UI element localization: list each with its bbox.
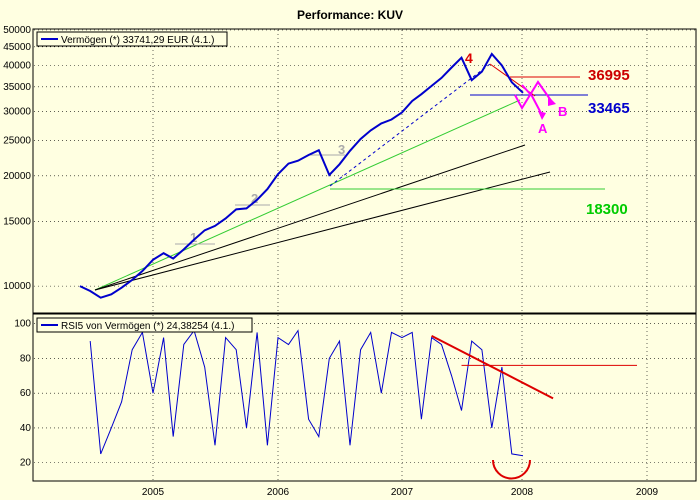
x-tick-label: 2007 [391,487,414,498]
bottom-legend: RSI5 von Vermögen (*) 24,38254 (4.1.) [36,317,253,333]
rsi-resistance-line [431,334,554,400]
bottom-y-tick-label: 20 [20,458,32,469]
x-tick-label: 2009 [636,487,659,498]
top-y-tick-label: 25000 [3,135,31,146]
black-trendline-upper [94,144,526,291]
rsi-annotations [431,334,637,480]
scenario-arrows: A B [514,80,567,136]
bottom-legend-text: RSI5 von Vermögen (*) 24,38254 (4.1.) [61,321,234,332]
bottom-y-tick-label: 40 [20,423,32,434]
top-y-tick-label: 40000 [3,61,31,72]
level-36995-label: 36995 [588,67,630,84]
scenario-zigzag-2 [521,84,543,116]
bottom-y-tick-label: 60 [20,388,32,399]
wave-4-label: 4 [465,50,473,66]
top-y-tick-label: 35000 [3,82,31,93]
arrow-a-head [538,111,546,120]
level-18300-label: 18300 [586,201,628,218]
top-panel [32,28,697,314]
bottom-y-axis: 20 40 60 80 100 [14,319,31,469]
top-y-tick-label: 15000 [3,217,31,228]
scenario-a-label: A [538,121,548,136]
bottom-y-tick-label: 100 [14,319,31,330]
chart-title: Performance: KUV [297,8,403,22]
level-33465-label: 33465 [588,100,630,117]
arrow-b-head [548,96,556,106]
top-y-tick-label: 20000 [3,171,31,182]
scenario-b-label: B [558,104,567,119]
top-y-tick-label: 10000 [3,281,31,292]
bottom-panel [32,313,697,482]
wave-3-label: 3 [338,142,345,157]
top-legend-box [36,31,228,47]
rsi-bottom-arc [492,459,531,480]
rsi-line [89,329,524,457]
wave-markers: 1 2 3 4 [175,50,473,245]
top-legend: Vermögen (*) 33741,29 EUR (4.1.) [36,31,228,47]
black-trendline-lower [94,171,551,291]
x-tick-label: 2006 [267,487,290,498]
bottom-y-tick-label: 80 [20,353,32,364]
top-y-tick-label: 30000 [3,106,31,117]
top-legend-text: Vermögen (*) 33741,29 EUR (4.1.) [61,35,214,46]
green-support-trendline [94,99,521,291]
bottom-legend-box [36,317,253,333]
top-y-tick-label: 45000 [3,42,31,53]
x-tick-label: 2005 [142,487,165,498]
top-y-tick-label: 50000 [3,25,31,36]
x-axis: 2005 2006 2007 2008 2009 [142,487,659,498]
vermoegen-line [79,52,524,299]
wave-2-label: 2 [251,191,258,206]
wave-1-label: 1 [190,230,197,245]
top-y-axis: 10000 15000 20000 25000 30000 35000 40000 45000… [3,25,31,292]
x-tick-label: 2008 [511,487,534,498]
